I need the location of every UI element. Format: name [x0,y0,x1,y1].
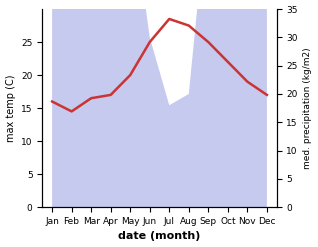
X-axis label: date (month): date (month) [118,231,201,242]
Y-axis label: med. precipitation (kg/m2): med. precipitation (kg/m2) [303,47,313,169]
Y-axis label: max temp (C): max temp (C) [5,74,16,142]
